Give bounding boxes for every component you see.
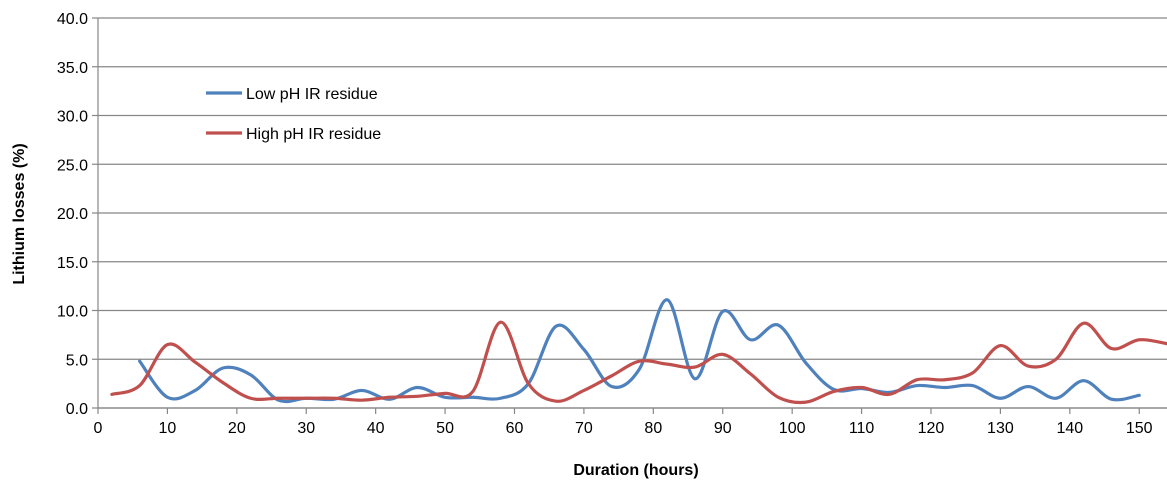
x-axis-title: Duration (hours) xyxy=(573,462,698,479)
y-tick-label: 35.0 xyxy=(57,60,88,77)
x-tick-label: 10 xyxy=(159,420,177,437)
x-tick-label: 130 xyxy=(987,420,1014,437)
gridlines xyxy=(98,17,1167,409)
x-tick-label: 30 xyxy=(297,420,315,437)
series-lines xyxy=(110,298,1167,405)
x-tick-label: 70 xyxy=(575,420,593,437)
y-axis-title: Lithium losses (%) xyxy=(11,143,28,284)
y-tick-label: 15.0 xyxy=(57,255,88,272)
x-tick-label: 110 xyxy=(849,420,875,437)
x-tick-label: 40 xyxy=(367,420,385,437)
legend-label: Low pH IR residue xyxy=(246,86,378,103)
y-tick-label: 10.0 xyxy=(57,304,88,321)
legend: Low pH IR residue High pH IR residue xyxy=(206,86,381,143)
x-tick-label: 20 xyxy=(228,420,246,437)
y-tick-label: 5.0 xyxy=(66,352,88,369)
series-line-low-ph xyxy=(138,298,1141,404)
x-tick-label: 150 xyxy=(1126,420,1153,437)
series-line-high-ph xyxy=(110,320,1167,405)
legend-label: High pH IR residue xyxy=(246,126,381,143)
x-tick-label: 90 xyxy=(714,420,732,437)
y-tick-label: 25.0 xyxy=(57,157,88,174)
x-axis-ticks: 0 10 20 30 40 50 60 70 80 90 100 110 120 130 140 150 xyxy=(94,408,1153,437)
x-tick-label: 140 xyxy=(1056,420,1083,437)
x-tick-label: 0 xyxy=(94,420,103,437)
x-tick-label: 120 xyxy=(918,420,945,437)
y-tick-label: 20.0 xyxy=(57,206,88,223)
y-tick-label: 0.0 xyxy=(66,401,88,418)
y-axis-ticks: 0.0 5.0 10.0 15.0 20.0 25.0 30.0 35.0 40.0 xyxy=(57,11,98,418)
y-tick-label: 40.0 xyxy=(57,11,88,28)
x-tick-label: 100 xyxy=(779,420,806,437)
x-tick-label: 80 xyxy=(644,420,662,437)
y-tick-label: 30.0 xyxy=(57,109,88,126)
x-tick-label: 60 xyxy=(506,420,524,437)
x-tick-label: 50 xyxy=(436,420,454,437)
